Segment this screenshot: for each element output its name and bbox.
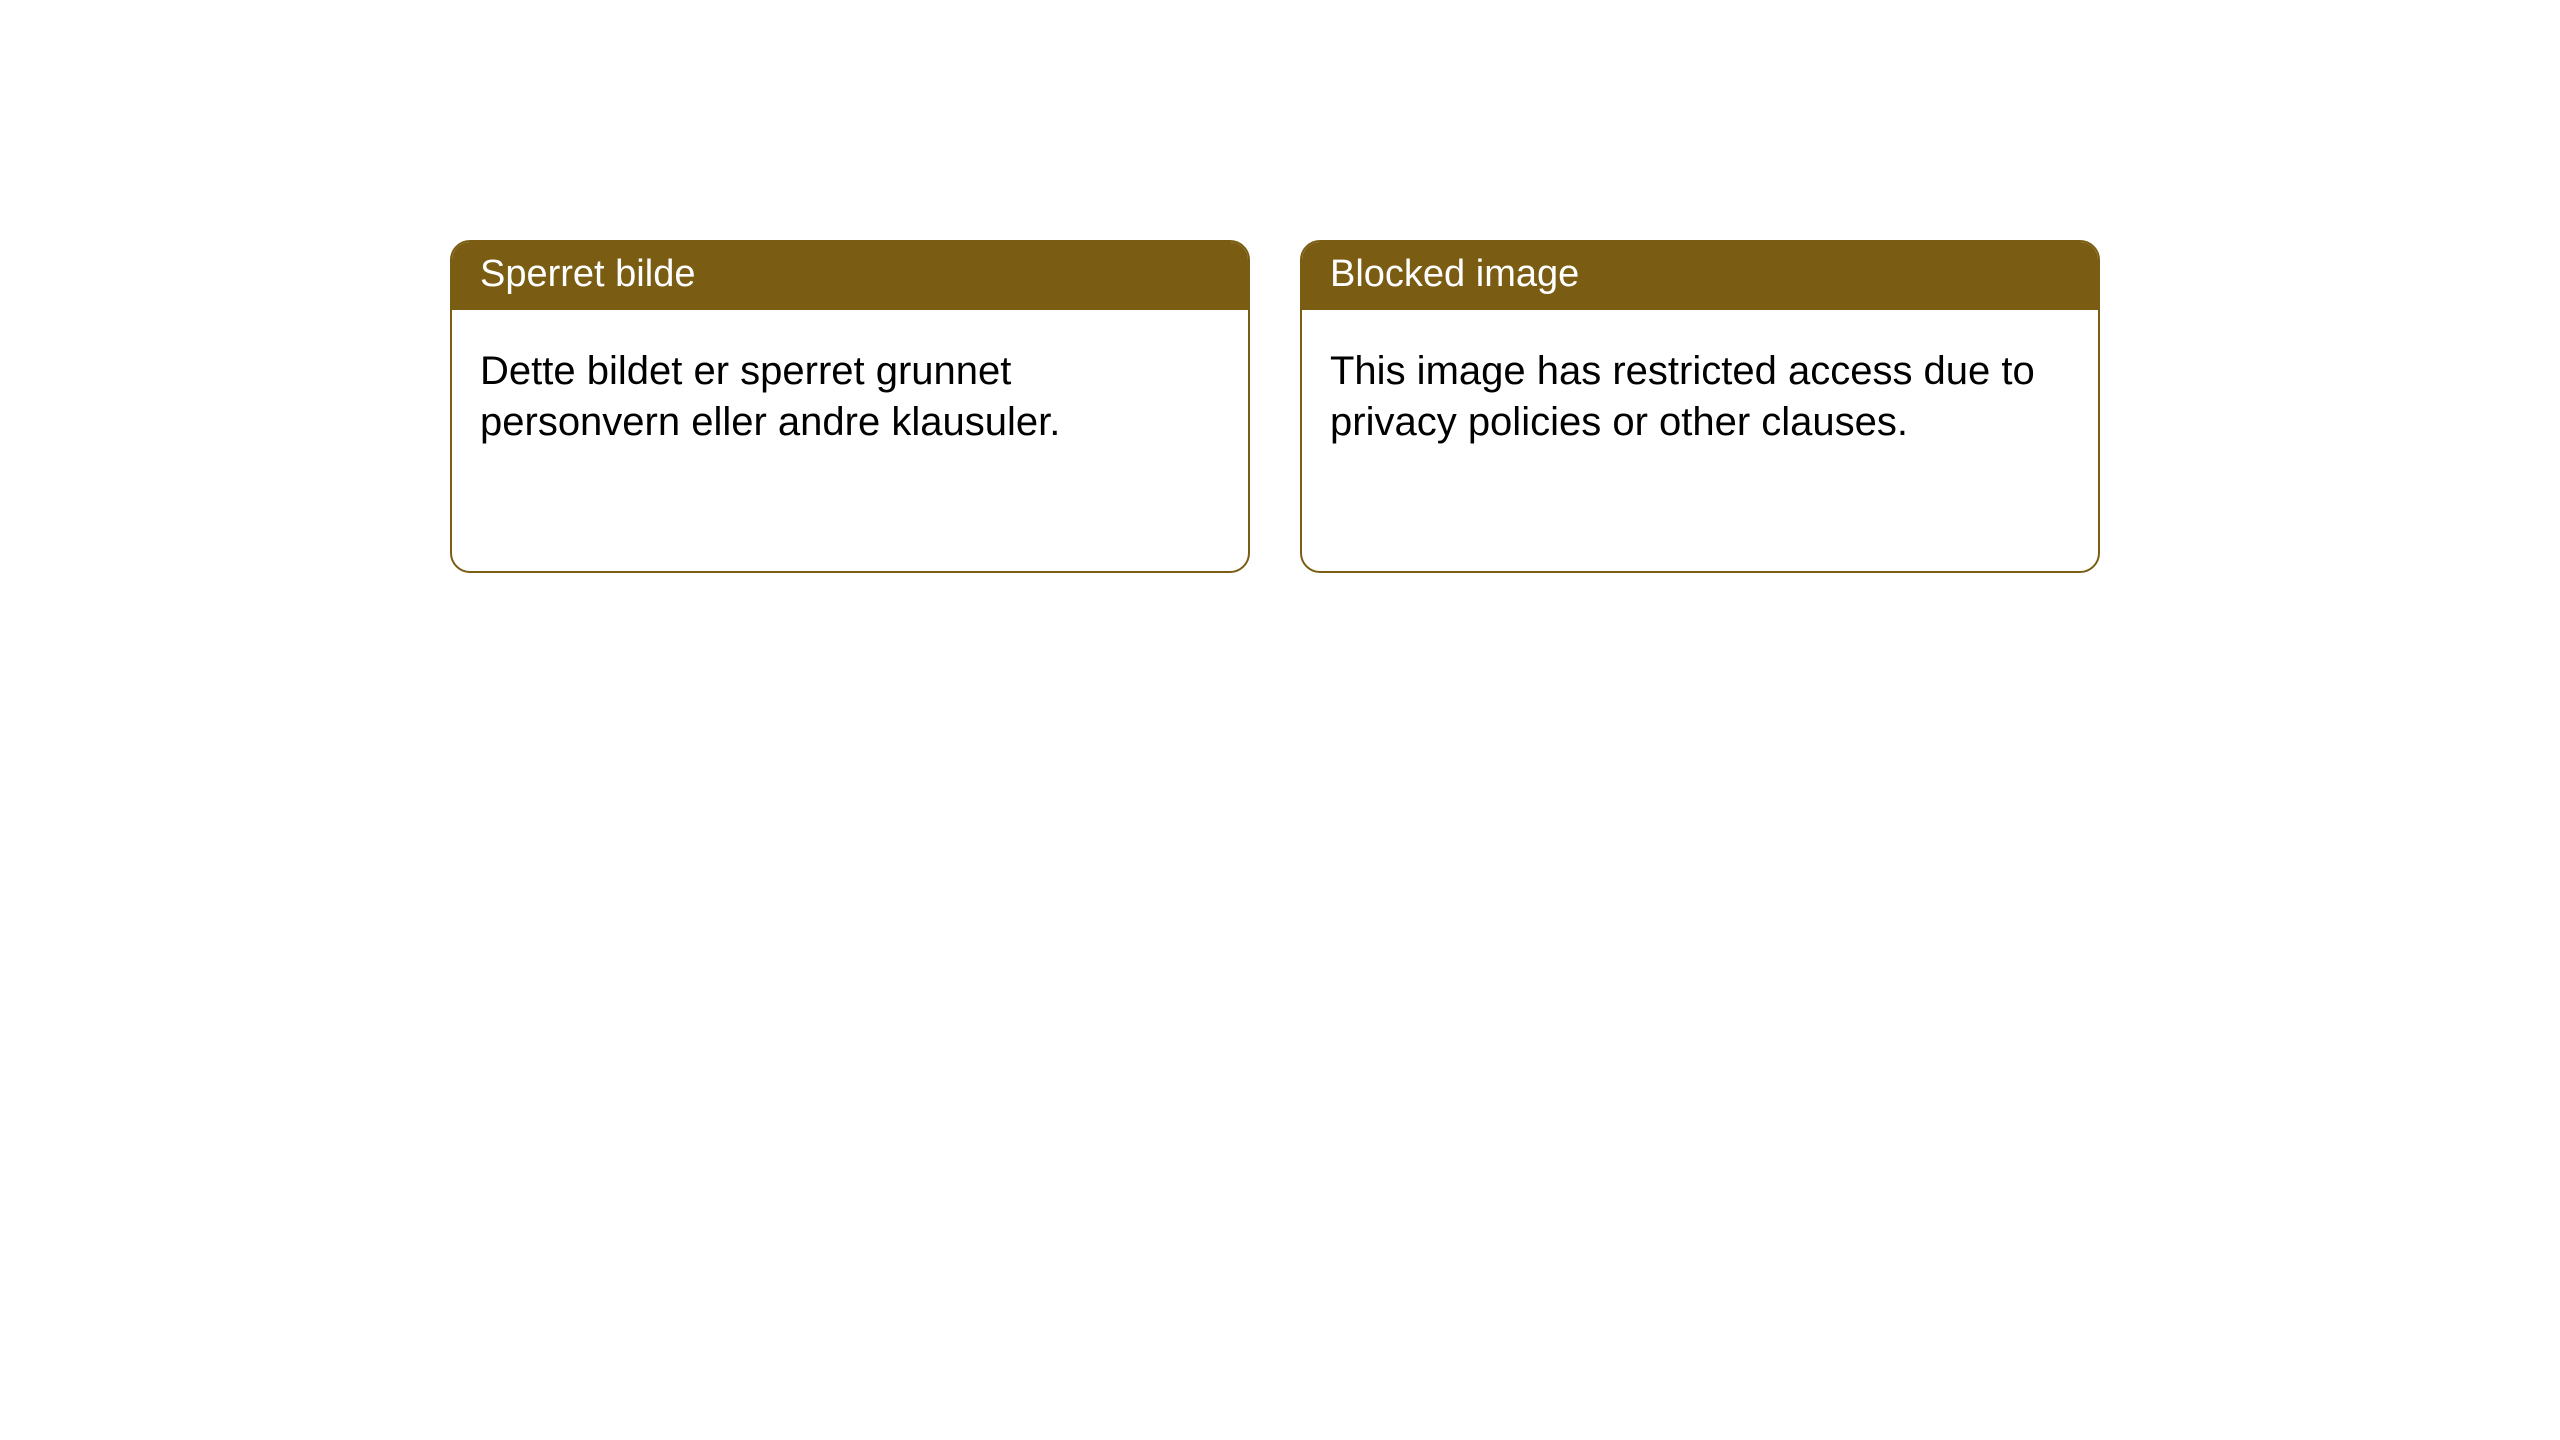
notice-body: This image has restricted access due to … <box>1302 310 2098 572</box>
notice-panel-english: Blocked image This image has restricted … <box>1300 240 2100 573</box>
notice-header: Blocked image <box>1302 242 2098 310</box>
notice-header: Sperret bilde <box>452 242 1248 310</box>
notice-panel-norwegian: Sperret bilde Dette bildet er sperret gr… <box>450 240 1250 573</box>
notice-panels-container: Sperret bilde Dette bildet er sperret gr… <box>450 240 2100 573</box>
notice-body: Dette bildet er sperret grunnet personve… <box>452 310 1248 572</box>
